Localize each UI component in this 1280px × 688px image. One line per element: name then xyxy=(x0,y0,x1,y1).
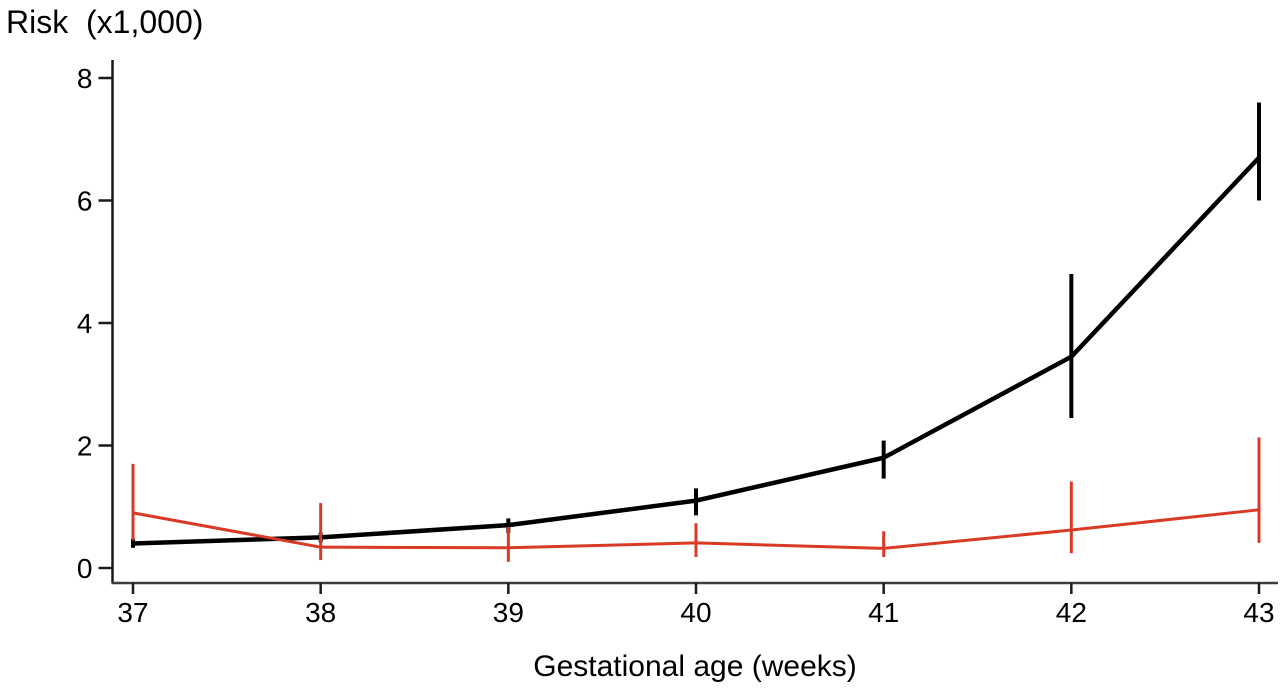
y-axis-tick-label: 6 xyxy=(77,186,93,217)
x-axis-tick-label: 37 xyxy=(117,597,148,628)
x-axis-tick-label: 41 xyxy=(868,597,899,628)
series-layer xyxy=(131,102,1261,562)
x-axis-tick-label: 39 xyxy=(493,597,524,628)
x-axis-tick-label: 40 xyxy=(680,597,711,628)
black-series-line xyxy=(132,156,1261,546)
x-axis-title: Gestational age (weeks) xyxy=(533,650,857,683)
red-series xyxy=(131,437,1261,562)
red-series-line xyxy=(132,508,1260,550)
x-axis-tick-label: 38 xyxy=(305,597,336,628)
y-axis-tick-label: 4 xyxy=(77,308,93,339)
x-axis-tick-label: 43 xyxy=(1243,597,1274,628)
y-axis-tick-label: 2 xyxy=(77,431,93,462)
black-series xyxy=(131,102,1261,548)
axes: 0 2 4 6 8 37 38 39 40 41 42 43 xyxy=(77,60,1278,628)
y-axis-tick-label: 8 xyxy=(77,63,93,94)
chart-title: Risk (x1,000) xyxy=(6,4,203,40)
y-axis-tick-label: 0 xyxy=(77,553,93,584)
x-axis-tick-label: 42 xyxy=(1056,597,1087,628)
